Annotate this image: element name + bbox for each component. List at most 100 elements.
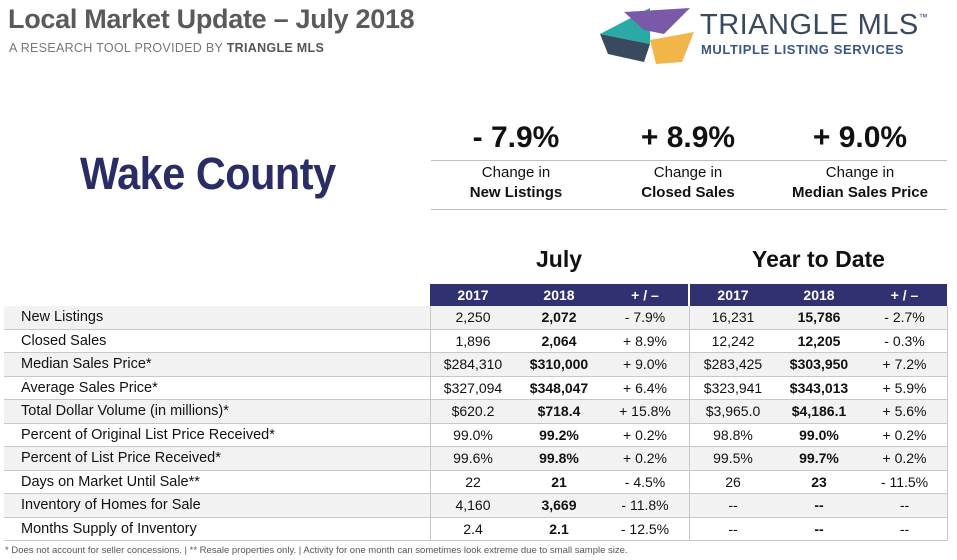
cell-ychg: + 5.9% <box>882 379 927 396</box>
section-ytd: Year to Date <box>752 246 885 272</box>
cell-y2017: 12,242 <box>711 332 755 349</box>
cell-y2018: 23 <box>811 473 827 490</box>
cell-mchg: + 9.0% <box>623 356 667 372</box>
cell-mchg: + 0.2% <box>623 450 667 466</box>
cell-ychg: - 0.3% <box>884 332 925 349</box>
table-row: New Listings 2,250 2,072 - 7.9% 16,231 15,786… <box>4 306 947 330</box>
cell-m2017: $327,094 <box>443 379 503 396</box>
row-metric: Average Sales Price* <box>21 379 158 396</box>
row-metric: Days on Market Until Sale** <box>21 473 200 490</box>
logo-name: TRIANGLE MLS™ <box>700 9 929 41</box>
kpi-new-listings: - 7.9% Change in New Listings <box>430 117 602 203</box>
month-column-header: 2017 2018 + / – <box>430 284 688 306</box>
cell-m2017: 2,250 <box>455 309 491 325</box>
ytd-column-header: 2017 2018 + / – <box>690 284 947 306</box>
col-2018: 2018 <box>543 287 575 303</box>
cell-mchg: + 6.4% <box>623 379 667 396</box>
cell-m2017: $620.2 <box>451 403 495 419</box>
cell-y2017: 98.8% <box>713 426 753 443</box>
cell-m2018: 21 <box>551 473 567 490</box>
cell-mchg: - 4.5% <box>624 473 666 490</box>
row-metric: Total Dollar Volume (in millions)* <box>21 403 229 419</box>
section-month: July <box>535 246 583 272</box>
logo-tagline: MULTIPLE LISTING SERVICES <box>701 42 905 57</box>
cell-mchg: - 11.8% <box>621 497 669 513</box>
cell-ychg: - 11.5% <box>880 473 929 490</box>
cell-m2017: 1,896 <box>455 332 491 349</box>
cell-mchg: - 7.9% <box>624 309 666 325</box>
kpi-divider-bottom <box>431 209 947 210</box>
cell-m2017: 99.0% <box>453 426 493 443</box>
col-2018: 2018 <box>803 287 835 303</box>
column-divider <box>689 306 690 541</box>
cell-y2017: 26 <box>725 473 741 490</box>
cell-y2018: -- <box>814 497 824 513</box>
table-row: Median Sales Price* $284,310 $310,000 + 9.0… <box>4 353 947 377</box>
cell-ychg: + 0.2% <box>882 426 927 443</box>
subtitle-brand: TRIANGLE MLS <box>226 41 325 55</box>
cell-y2018: 99.7% <box>799 450 839 466</box>
table-row: Days on Market Until Sale** 22 21 - 4.5% 26 2… <box>4 471 947 494</box>
cell-y2017: -- <box>728 497 738 513</box>
cell-mchg: - 12.5% <box>620 520 670 537</box>
cell-m2018: 2,072 <box>541 309 577 325</box>
row-metric: Median Sales Price* <box>21 356 152 372</box>
cell-m2018: $718.4 <box>537 403 581 419</box>
cell-y2018: 99.0% <box>799 426 839 443</box>
cell-m2018: 2,064 <box>541 332 577 349</box>
cell-m2017: 99.6% <box>453 450 493 466</box>
cell-y2017: 16,231 <box>711 309 755 325</box>
cell-m2018: $348,047 <box>529 379 589 396</box>
footnote: * Does not account for seller concession… <box>5 545 628 556</box>
col-2017: 2017 <box>717 287 749 303</box>
cell-ychg: -- <box>899 497 910 513</box>
cell-m2018: 99.8% <box>539 450 579 466</box>
cell-y2017: $3,965.0 <box>705 403 761 419</box>
kpi-median-sales-price: + 9.0% Change in Median Sales Price <box>774 117 946 203</box>
cell-m2017: $284,310 <box>443 356 503 372</box>
row-metric: Closed Sales <box>21 332 107 349</box>
market-table: New Listings 2,250 2,072 - 7.9% 16,231 15,786… <box>4 306 947 541</box>
kpi-label: Change in Closed Sales <box>641 164 735 201</box>
kpi-divider-top <box>431 160 947 161</box>
table-row: Inventory of Homes for Sale 4,160 3,669 - 1… <box>4 494 947 518</box>
cell-m2018: 99.2% <box>539 426 579 443</box>
kpi-value: + 9.0% <box>812 121 908 154</box>
kpi-value: + 8.9% <box>640 121 736 154</box>
cell-m2017: 2.4 <box>463 520 483 537</box>
row-metric: Inventory of Homes for Sale <box>21 497 201 513</box>
col-2017: 2017 <box>457 287 489 303</box>
table-row: Percent of List Price Received* 99.6% 99.8… <box>4 447 947 471</box>
county-name: Wake County <box>80 148 336 199</box>
cell-y2017: $283,425 <box>703 356 763 372</box>
cell-ychg: -- <box>899 520 910 537</box>
cell-ychg: + 0.2% <box>882 450 927 466</box>
report-subtitle: A RESEARCH TOOL PROVIDED BY TRIANGLE MLS <box>9 41 324 55</box>
row-metric: Months Supply of Inventory <box>21 520 197 537</box>
table-row: Months Supply of Inventory 2.4 2.1 - 12.5% -… <box>4 518 947 541</box>
cell-y2017: $323,941 <box>703 379 763 396</box>
column-divider <box>947 306 948 541</box>
table-row: Average Sales Price* $327,094 $348,047 + 6.… <box>4 377 947 400</box>
report-title: Local Market Update – July 2018 <box>8 4 415 34</box>
cell-m2017: 4,160 <box>455 497 491 513</box>
column-divider <box>430 306 431 541</box>
cell-y2018: 15,786 <box>797 309 841 325</box>
kpi-value: - 7.9% <box>472 121 560 154</box>
cell-y2018: 12,205 <box>797 332 841 349</box>
col-change: + / – <box>631 287 659 303</box>
cell-mchg: + 0.2% <box>623 426 667 443</box>
subtitle-prefix: A RESEARCH TOOL PROVIDED BY <box>9 41 227 55</box>
col-change: + / – <box>890 287 919 303</box>
table-row: Percent of Original List Price Received*… <box>4 424 947 447</box>
row-metric: New Listings <box>21 309 104 325</box>
triangle-mls-logo: TRIANGLE MLS™ MULTIPLE LISTING SERVICES <box>598 4 948 66</box>
cell-mchg: + 8.9% <box>623 332 667 349</box>
cell-m2018: 3,669 <box>541 497 577 513</box>
table-row: Total Dollar Volume (in millions)* $620.2… <box>4 400 947 424</box>
cell-m2017: 22 <box>465 473 481 490</box>
cell-y2017: -- <box>728 520 738 537</box>
cell-m2018: $310,000 <box>529 356 589 372</box>
cell-y2018: -- <box>814 520 824 537</box>
row-metric: Percent of Original List Price Received* <box>21 426 275 443</box>
